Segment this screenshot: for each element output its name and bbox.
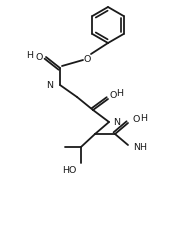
Text: HO: HO xyxy=(63,166,77,175)
Text: N: N xyxy=(113,118,120,127)
Text: NH: NH xyxy=(133,143,147,152)
Text: O: O xyxy=(110,90,117,99)
Text: N: N xyxy=(46,81,53,90)
Text: H: H xyxy=(140,114,147,123)
Text: O: O xyxy=(83,54,91,63)
Text: O: O xyxy=(133,115,140,124)
Text: H: H xyxy=(116,88,123,97)
Text: H: H xyxy=(26,51,33,60)
Text: O: O xyxy=(35,52,43,61)
